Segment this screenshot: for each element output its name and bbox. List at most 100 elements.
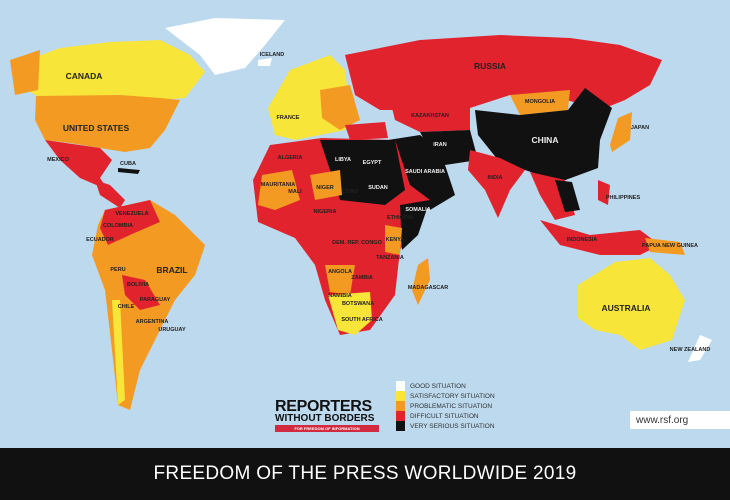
- logo-tagline: FOR FREEDOM OF INFORMATION: [275, 425, 379, 432]
- label-ethiopia: ETHIOPIA: [387, 215, 413, 221]
- kenya: [385, 225, 402, 255]
- label-iceland: ICELAND: [259, 52, 285, 58]
- label-mexico: MEXICO: [47, 157, 69, 163]
- legend-label: VERY SERIOUS SITUATION: [410, 422, 495, 430]
- world-map: [10, 18, 712, 410]
- label-iran: IRAN: [433, 142, 447, 148]
- iceland: [258, 58, 272, 66]
- label-argentina: ARGENTINA: [135, 319, 169, 325]
- label-angola: ANGOLA: [328, 269, 352, 275]
- greenland: [165, 18, 285, 75]
- label-ecuador: ECUADOR: [86, 237, 114, 243]
- label-algeria: ALGERIA: [277, 155, 303, 161]
- legend-label: SATISFACTORY SITUATION: [410, 392, 495, 400]
- legend-item: DIFFICULT SITUATION: [396, 411, 495, 421]
- label-libya: LIBYA: [335, 157, 351, 163]
- bolivia-paraguay: [122, 275, 160, 310]
- label-new-zealand: NEW ZEALAND: [669, 347, 711, 353]
- label-indonesia: INDONESIA: [566, 237, 598, 243]
- label-uruguay: URUGUAY: [158, 327, 186, 333]
- legend-swatch: [396, 411, 405, 421]
- label-peru: PERU: [110, 267, 126, 273]
- label-kenya: KENYA: [385, 237, 405, 243]
- label-somalia: SOMALIA: [405, 207, 431, 213]
- alaska: [10, 50, 40, 95]
- label-niger: NIGER: [316, 185, 334, 191]
- legend-label: PROBLEMATIC SITUATION: [410, 402, 493, 410]
- label-kazakhstan: KAZAKHSTAN: [411, 113, 449, 119]
- label-paraguay: PARAGUAY: [139, 297, 171, 303]
- label-sudan: SUDAN: [368, 185, 388, 191]
- label-india: INDIA: [487, 175, 503, 181]
- china: [475, 88, 612, 182]
- venezuela-colombia: [100, 200, 160, 245]
- label-tanzania: TANZANIA: [376, 255, 404, 261]
- label-colombia: COLOMBIA: [103, 223, 133, 229]
- turkey: [345, 122, 388, 140]
- legend-label: DIFFICULT SITUATION: [410, 412, 479, 420]
- japan: [610, 112, 632, 152]
- australia: [578, 258, 685, 350]
- southern-africa: [328, 292, 372, 335]
- sahel: [258, 170, 300, 210]
- label-chile: CHILE: [117, 304, 135, 310]
- title-banner: FREEDOM OF THE PRESS WORLDWIDE 2019: [0, 448, 730, 500]
- cuba: [118, 168, 140, 174]
- indonesia: [540, 220, 660, 255]
- label-botswana: BOTSWANA: [341, 301, 375, 307]
- label-nigeria: NIGERIA: [313, 209, 337, 215]
- logo-line2: WITHOUT BORDERS: [275, 413, 375, 424]
- label-philippines: PHILIPPINES: [605, 195, 641, 201]
- legend-item: VERY SERIOUS SITUATION: [396, 421, 495, 431]
- label-chad: CHAD: [342, 189, 358, 195]
- label-dr-congo: DEM. REP. CONGO: [332, 240, 382, 246]
- new-zealand: [688, 335, 712, 362]
- label-saudi-arabia: SAUDI ARABIA: [405, 169, 445, 175]
- label-united-states: UNITED STATES: [62, 123, 130, 133]
- label-mongolia: MONGOLIA: [524, 99, 556, 105]
- label-south-africa: SOUTH AFRICA: [341, 317, 383, 323]
- legend-label: GOOD SITUATION: [410, 382, 466, 390]
- legend: GOOD SITUATION SATISFACTORY SITUATION PR…: [396, 381, 495, 431]
- central-america: [95, 180, 125, 208]
- legend-swatch: [396, 391, 405, 401]
- label-bolivia: BOLIVIA: [126, 282, 150, 288]
- label-china: CHINA: [531, 135, 559, 145]
- united-states: [35, 95, 180, 152]
- mongolia: [510, 90, 570, 115]
- label-mauritania: MAURITANIA: [260, 182, 296, 188]
- rsf-logo: REPORTERS WITHOUT BORDERS FOR FREEDOM OF…: [275, 399, 379, 432]
- legend-swatch: [396, 421, 405, 431]
- eastern-europe: [320, 85, 360, 130]
- website-url: www.rsf.org: [630, 411, 730, 429]
- india: [468, 150, 525, 218]
- legend-item: GOOD SITUATION: [396, 381, 495, 391]
- label-namibia: NAMIBIA: [328, 293, 352, 299]
- legend-item: SATISFACTORY SITUATION: [396, 391, 495, 401]
- chile: [112, 300, 125, 405]
- horn-of-africa: [400, 200, 430, 250]
- mexico: [45, 140, 112, 190]
- logo-line1: REPORTERS: [275, 398, 372, 415]
- brazil: [130, 222, 205, 300]
- legend-swatch: [396, 381, 405, 391]
- label-madagascar: MADAGASCAR: [407, 285, 449, 291]
- label-zambia: ZAMBIA: [351, 275, 373, 281]
- angola: [325, 265, 355, 295]
- legend-swatch: [396, 401, 405, 411]
- label-egypt: EGYPT: [362, 160, 382, 166]
- philippines: [598, 180, 610, 205]
- madagascar: [412, 258, 430, 305]
- legend-item: PROBLEMATIC SITUATION: [396, 401, 495, 411]
- canada: [20, 40, 205, 100]
- iran: [420, 130, 478, 165]
- niger: [310, 170, 342, 200]
- label-mali: MALI: [288, 189, 302, 195]
- kazakhstan: [390, 100, 470, 132]
- label-cuba: CUBA: [120, 161, 136, 167]
- papua-new-guinea: [645, 238, 685, 255]
- russia: [345, 35, 662, 110]
- label-france: FRANCE: [276, 115, 300, 121]
- label-japan: JAPAN: [630, 125, 650, 131]
- label-brazil: BRAZIL: [156, 265, 188, 275]
